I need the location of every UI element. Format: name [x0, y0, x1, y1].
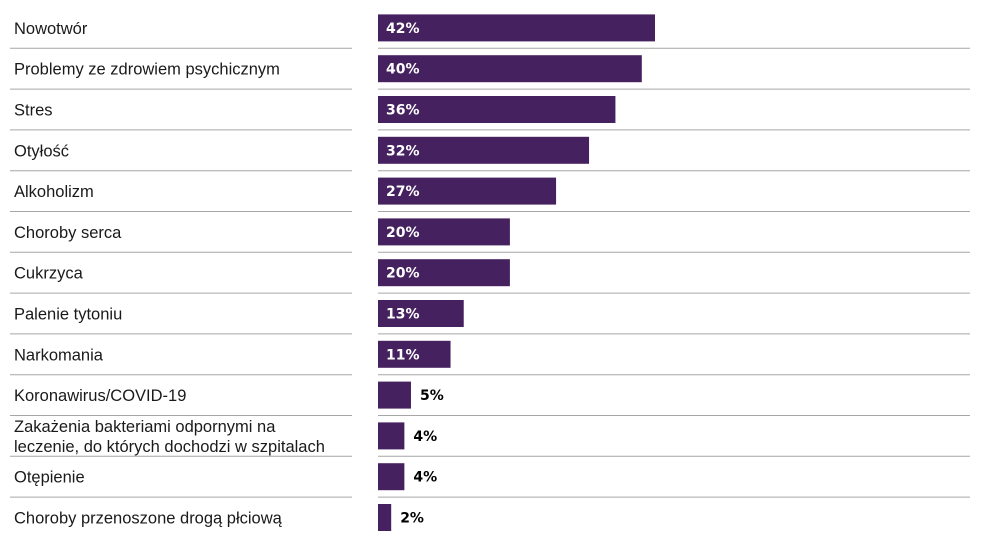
- bar: [378, 259, 510, 287]
- value-label: 40%: [386, 62, 420, 78]
- value-label: 27%: [386, 184, 420, 200]
- category-label-line: Cukrzyca: [14, 265, 84, 283]
- category-label-line: Nowotwór: [14, 20, 88, 38]
- bar: [378, 14, 655, 42]
- chart-rows: Nowotwór 42% Problemy ze zdrowiem psychicz…: [10, 14, 970, 531]
- value-label: 20%: [386, 266, 420, 282]
- value-label: 13%: [386, 307, 420, 323]
- value-label: 32%: [386, 143, 420, 159]
- bar: [378, 218, 510, 246]
- bar: [378, 340, 451, 368]
- value-label: 5%: [420, 388, 444, 404]
- bar: [378, 55, 642, 83]
- category-label-line: Palenie tytoniu: [14, 306, 122, 324]
- category-label: Stres: [14, 102, 53, 120]
- category-label: Otyłość: [14, 142, 69, 160]
- value-label: 20%: [386, 225, 420, 241]
- category-label: Cukrzyca: [14, 265, 84, 283]
- bar: [378, 504, 392, 531]
- value-label: 36%: [386, 103, 420, 119]
- category-label: Koronawirus/COVID-19: [14, 387, 186, 405]
- category-label: Zakażenia bakteriami odpornymi na leczeni…: [14, 418, 325, 456]
- category-label: Choroby przenoszone drogą płciową: [14, 510, 283, 528]
- bar: [378, 96, 616, 123]
- bar: [378, 463, 405, 491]
- category-label: Nowotwór: [14, 20, 88, 38]
- value-label: 11%: [386, 347, 420, 363]
- value-label: 4%: [413, 470, 437, 486]
- category-label-line: Otępienie: [14, 469, 85, 487]
- category-label: Alkoholizm: [14, 183, 94, 201]
- value-label: 42%: [386, 21, 420, 37]
- bar: [378, 300, 464, 327]
- value-label: 2%: [400, 511, 424, 527]
- category-label-line: Stres: [14, 102, 53, 120]
- bar: [378, 381, 411, 409]
- category-label-line: Otyłość: [14, 142, 69, 160]
- category-label-line: Choroby przenoszone drogą płciową: [14, 510, 283, 528]
- category-label: Choroby serca: [14, 224, 122, 242]
- value-label: 4%: [413, 429, 437, 445]
- category-label: Problemy ze zdrowiem psychicznym: [14, 61, 280, 79]
- category-label: Palenie tytoniu: [14, 306, 122, 324]
- category-label-line: Koronawirus/COVID-19: [14, 387, 186, 405]
- bar: [378, 177, 557, 205]
- bar: [378, 136, 590, 164]
- bar: [378, 422, 405, 450]
- category-label-line: leczenie, do których dochodzi w szpitala…: [14, 438, 325, 456]
- category-label-line: Choroby serca: [14, 224, 122, 242]
- category-label-line: Zakażenia bakteriami odpornymi na: [14, 418, 276, 436]
- category-label-line: Alkoholizm: [14, 183, 94, 201]
- category-label-line: Problemy ze zdrowiem psychicznym: [14, 61, 280, 79]
- category-label: Narkomania: [14, 346, 104, 364]
- category-label: Otępienie: [14, 469, 85, 487]
- category-label-line: Narkomania: [14, 346, 104, 364]
